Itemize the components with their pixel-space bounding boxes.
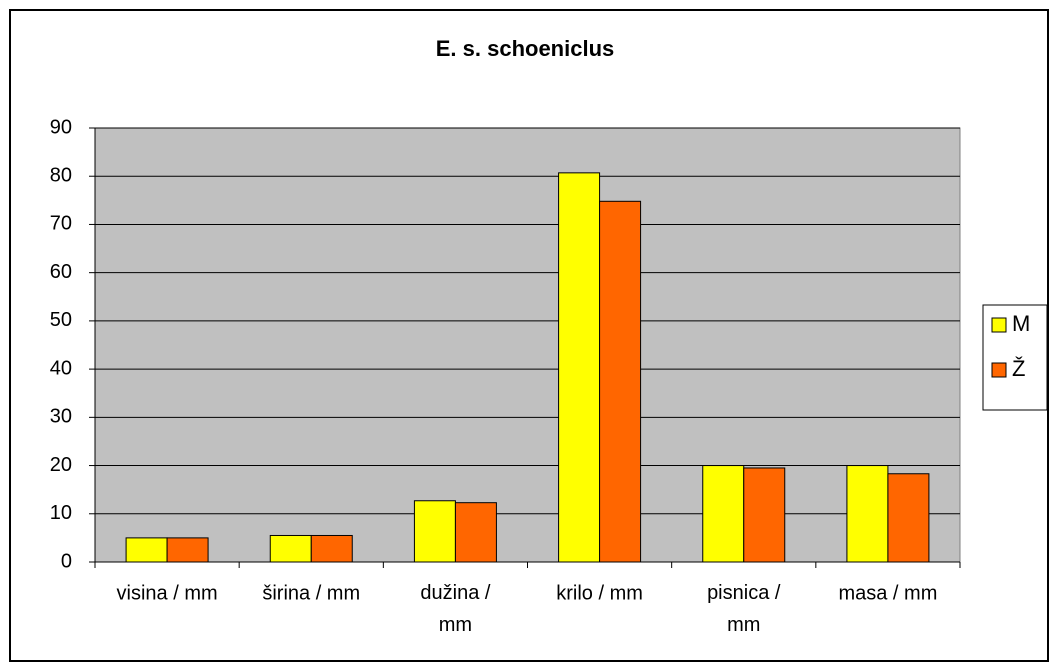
bar: [558, 172, 601, 563]
legend-swatch: [991, 362, 1007, 378]
bar: [846, 465, 889, 563]
bar: [269, 534, 312, 563]
x-tick-label: pisnica / mm: [707, 582, 781, 636]
x-tick-label: krilo / mm: [556, 582, 643, 604]
y-tick-label: 50: [50, 309, 72, 331]
bar: [125, 537, 168, 563]
y-tick-label: 90: [50, 116, 72, 138]
y-tick-label: 0: [61, 550, 72, 572]
bar: [743, 467, 786, 563]
bar: [702, 465, 745, 563]
y-tick-label: 10: [50, 502, 72, 524]
x-tick-label: masa / mm: [838, 582, 937, 604]
bar: [413, 500, 456, 563]
bar: [887, 473, 930, 563]
y-tick-label: 20: [50, 454, 72, 476]
y-tick-label: 70: [50, 213, 72, 235]
x-tick-label: širina / mm: [262, 582, 360, 604]
y-tick-label: 40: [50, 357, 72, 379]
legend-label: Ž: [1012, 356, 1025, 381]
bar: [599, 200, 642, 563]
y-tick-label: 80: [50, 165, 72, 187]
plot-area: [94, 127, 961, 563]
legend-swatch: [991, 317, 1007, 333]
y-tick-label: 60: [50, 261, 72, 283]
legend-label: M: [1012, 311, 1030, 336]
bar: [310, 534, 353, 563]
x-tick-label: visina / mm: [117, 582, 218, 604]
bar: [166, 537, 209, 563]
x-tick-label: dužina / mm: [420, 582, 490, 636]
bar: [454, 502, 497, 563]
y-tick-label: 30: [50, 406, 72, 428]
chart-title: E. s. schoeniclus: [436, 36, 615, 61]
